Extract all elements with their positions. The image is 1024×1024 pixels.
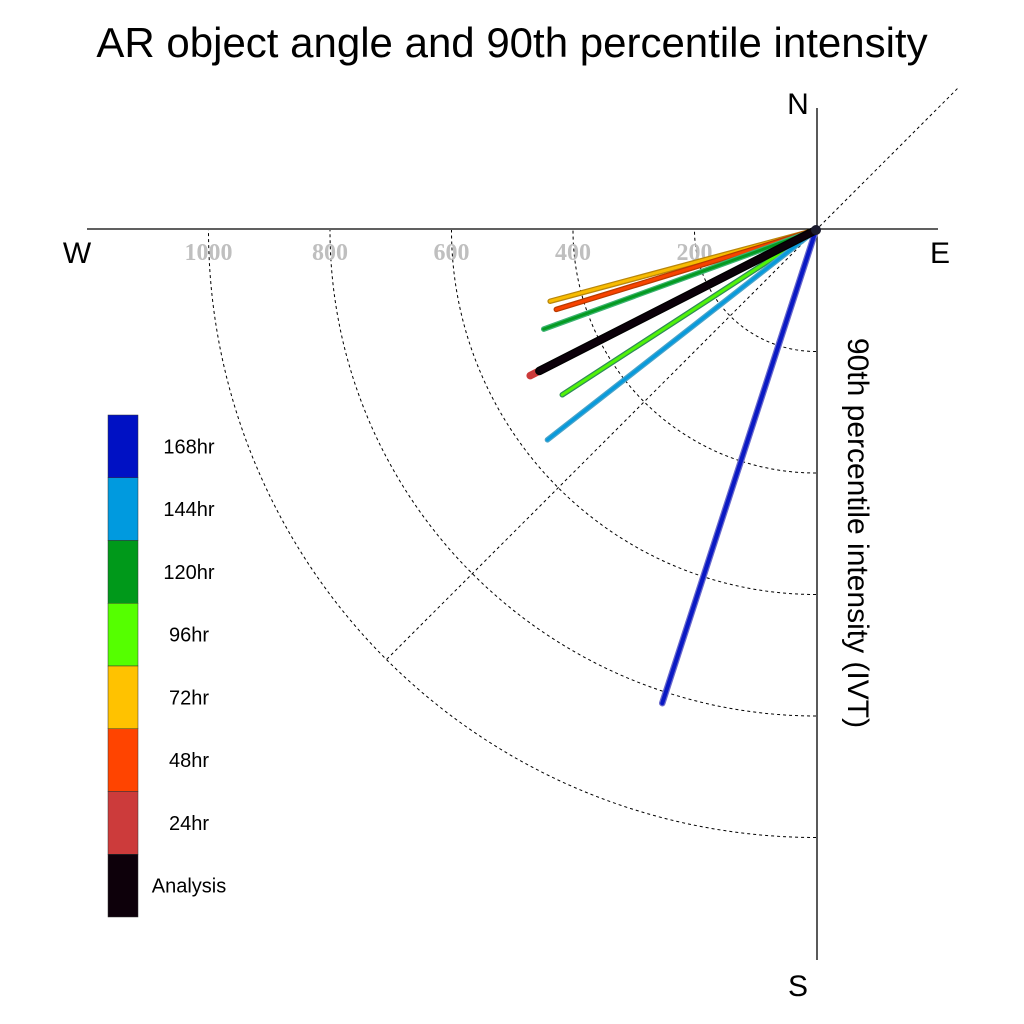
grid-arc	[208, 229, 817, 838]
legend-swatch	[107, 728, 139, 792]
chart-title: AR object angle and 90th percentile inte…	[96, 19, 927, 66]
series-vector	[559, 227, 819, 398]
series-vector	[540, 227, 819, 332]
legend-label: 144hr	[163, 499, 214, 521]
legend-swatch	[107, 603, 139, 667]
radial-tick-label: 1000	[185, 240, 233, 266]
legend-swatch	[107, 540, 139, 604]
legend-label: 24hr	[169, 813, 209, 835]
grid-arc	[329, 229, 817, 717]
legend-swatch	[107, 854, 139, 918]
radial-tick-label: 400	[555, 240, 591, 266]
polar-grid	[208, 88, 958, 838]
south-label: S	[788, 970, 808, 1003]
grid-diagonal	[386, 88, 958, 660]
series-vectors	[526, 225, 821, 707]
west-label: W	[63, 237, 92, 270]
legend-label: Analysis	[152, 876, 226, 898]
series-vector	[544, 227, 819, 443]
legend-label: 72hr	[169, 687, 209, 709]
series-vector-line	[545, 228, 818, 442]
north-label: N	[787, 88, 809, 121]
legend-label: 120hr	[163, 562, 214, 584]
grid-arc	[694, 229, 817, 352]
radial-tick-label: 800	[312, 240, 348, 266]
legend-label: 48hr	[169, 750, 209, 772]
legend-label: 168hr	[163, 436, 214, 458]
legend: 168hr 144hr 120hr 96hr 72hr 48hr 24hr Analysis	[107, 414, 226, 918]
east-label: E	[930, 237, 950, 270]
series-vector-line	[660, 228, 818, 706]
series-vector-line	[560, 228, 818, 397]
series-vector-line	[542, 228, 818, 331]
series-vector	[659, 226, 820, 707]
legend-label: 96hr	[169, 625, 209, 647]
legend-swatch	[107, 414, 139, 478]
legend-swatch	[107, 477, 139, 541]
grid-arc	[572, 229, 817, 474]
origin-marker	[811, 225, 821, 235]
legend-swatch	[107, 791, 139, 855]
radial-tick-label: 600	[434, 240, 470, 266]
grid-arc	[451, 229, 817, 595]
y-axis-title: 90th percentile intensity (IVT)	[841, 338, 874, 728]
legend-swatch	[107, 665, 139, 729]
series-vector-line	[536, 227, 819, 374]
series-vector	[535, 225, 821, 376]
